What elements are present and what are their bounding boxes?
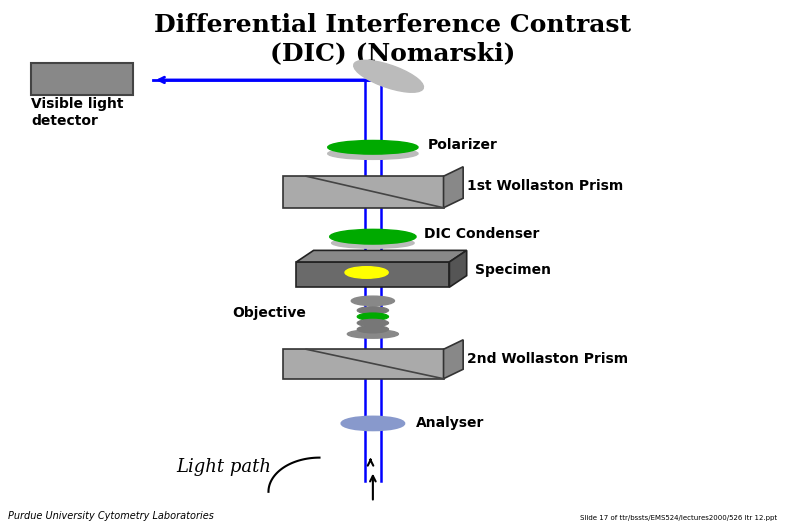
Polygon shape <box>283 176 444 208</box>
Ellipse shape <box>331 238 414 248</box>
Ellipse shape <box>354 60 423 92</box>
Ellipse shape <box>357 326 389 333</box>
Polygon shape <box>444 340 463 379</box>
Text: Light path: Light path <box>177 458 272 476</box>
Text: Slide 17 of ttr/bssts/EMS524/lectures2000/526 ltr 12.ppt: Slide 17 of ttr/bssts/EMS524/lectures200… <box>580 515 777 521</box>
Bar <box>31 63 133 95</box>
Text: 2nd Wollaston Prism: 2nd Wollaston Prism <box>467 352 628 366</box>
Text: Polarizer: Polarizer <box>428 138 498 151</box>
Text: Purdue University Cytometry Laboratories: Purdue University Cytometry Laboratories <box>8 511 214 521</box>
Ellipse shape <box>341 417 404 430</box>
Polygon shape <box>296 262 449 287</box>
Text: DIC Condenser: DIC Condenser <box>424 227 539 241</box>
Polygon shape <box>296 250 466 262</box>
Ellipse shape <box>327 148 418 159</box>
Text: Objective: Objective <box>232 306 306 320</box>
Ellipse shape <box>357 319 389 327</box>
Polygon shape <box>283 349 444 379</box>
Ellipse shape <box>357 307 389 314</box>
Text: Differential Interference Contrast
(DIC) (Nomarski): Differential Interference Contrast (DIC)… <box>154 13 631 65</box>
Ellipse shape <box>347 330 398 338</box>
Text: Specimen: Specimen <box>474 264 550 277</box>
Ellipse shape <box>357 313 389 320</box>
Polygon shape <box>449 250 466 287</box>
Ellipse shape <box>345 267 388 278</box>
Ellipse shape <box>330 229 416 244</box>
Text: Visible light
detector: Visible light detector <box>31 97 124 127</box>
Ellipse shape <box>327 140 418 154</box>
Text: 1st Wollaston Prism: 1st Wollaston Prism <box>467 179 623 193</box>
Polygon shape <box>444 167 463 208</box>
Text: Analyser: Analyser <box>416 417 484 430</box>
Ellipse shape <box>352 296 394 306</box>
